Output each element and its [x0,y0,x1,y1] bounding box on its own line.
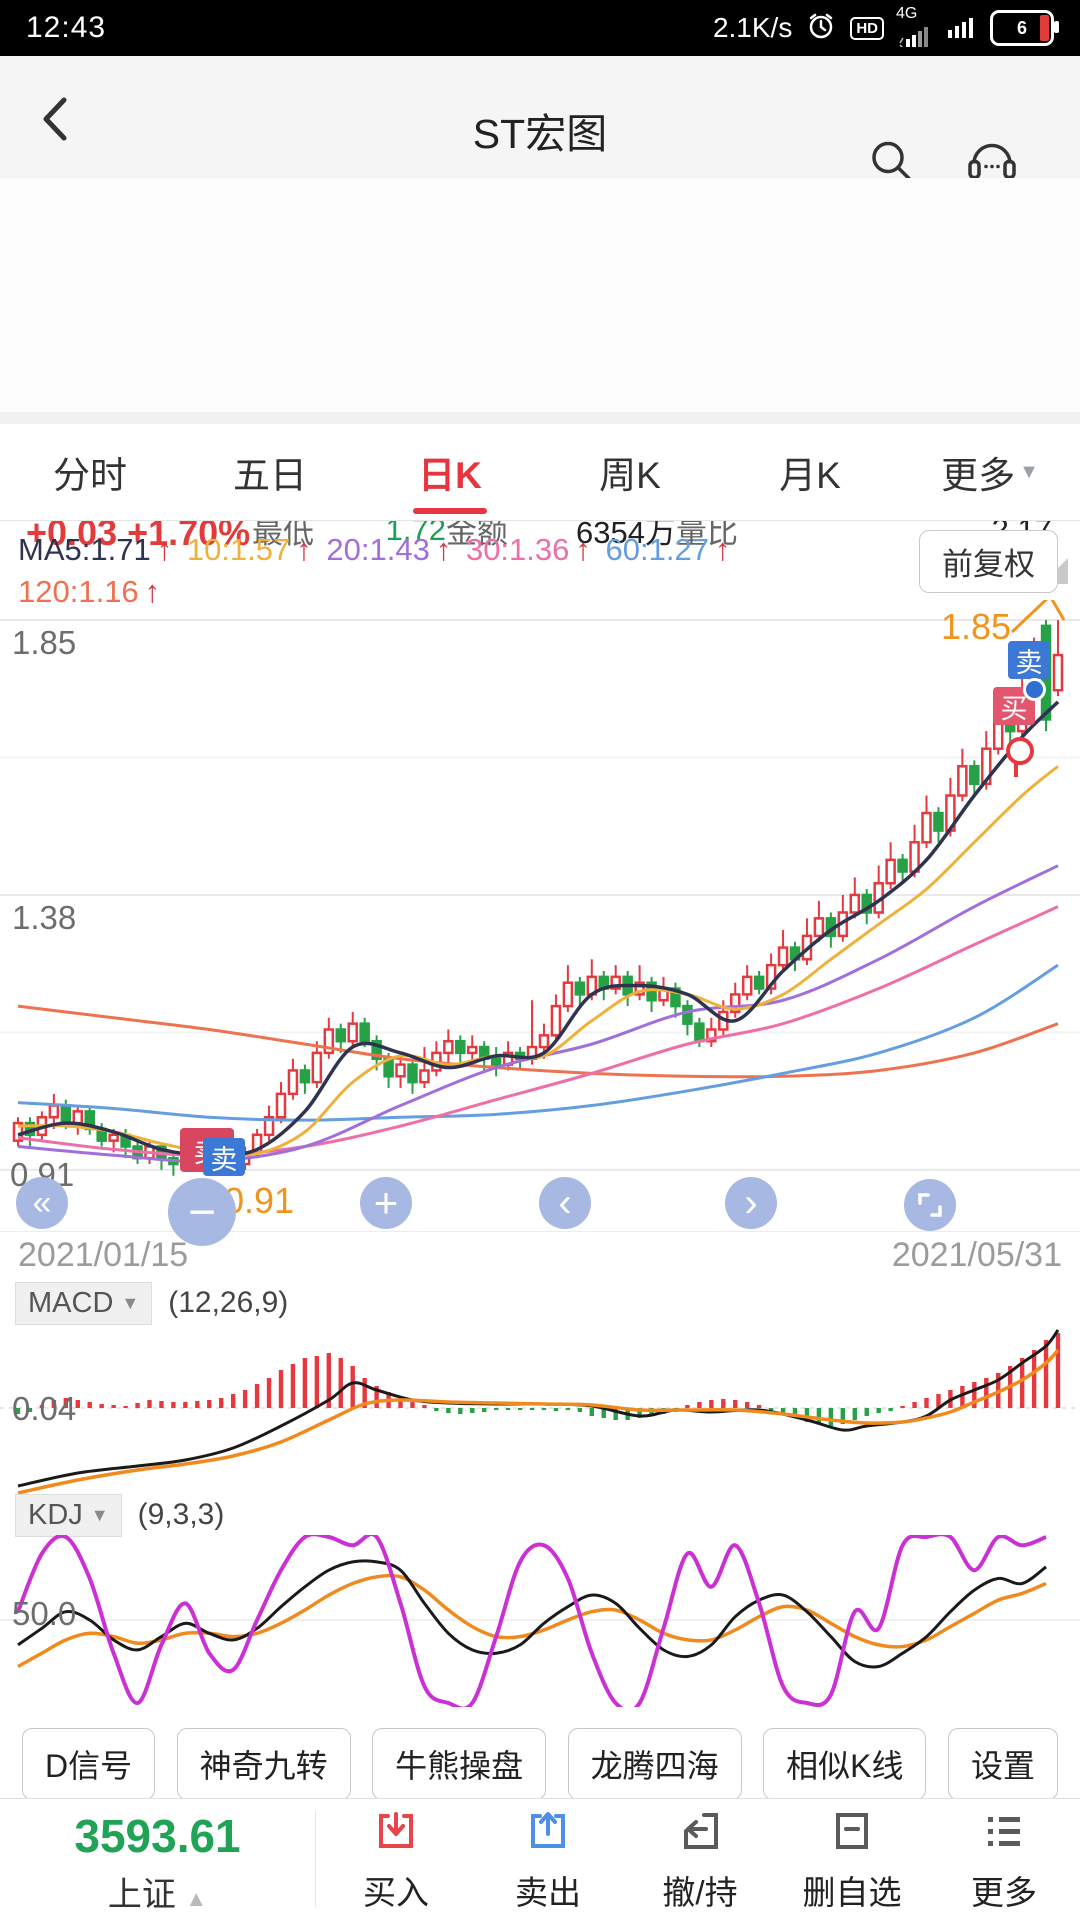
sell-signal-badge[interactable]: 卖 [203,1138,245,1176]
back-button[interactable] [34,92,78,146]
buy-icon [372,1807,420,1860]
kdj-chart[interactable] [0,1535,1080,1707]
ma20-line [17,864,1059,1163]
signal-dot [1023,678,1046,701]
bottom-action-bar: 3593.61 上证 ▲ 买入 卖出 [0,1798,1080,1920]
chevron-up-icon: ▲ [185,1886,208,1911]
sell-icon [524,1807,572,1860]
remove-watchlist-button[interactable]: 删自选 [776,1799,928,1920]
d-signal-button[interactable]: D信号 [22,1728,156,1800]
tab-weekly-k[interactable]: 周K [599,455,661,496]
index-value: 3593.61 [74,1810,241,1862]
high-annotation-line [1010,600,1066,634]
chevron-down-icon: ▼ [121,1292,140,1313]
scroll-left-fast-button[interactable]: « [16,1177,68,1229]
kdj-header: KDJ ▼ (9,3,3) [0,1492,224,1538]
tab-minute[interactable]: 分时 [53,455,127,496]
macd-chart[interactable] [0,1326,1080,1498]
cancel-hold-icon [676,1807,724,1860]
candlestick-chart[interactable] [0,600,1080,1232]
forward-adjust-button[interactable]: 前复权 [919,530,1058,593]
macd-selector[interactable]: MACD ▼ [15,1281,153,1325]
stock-title: ST宏图 [472,111,608,157]
pan-right-button[interactable]: › [725,1177,777,1229]
search-icon[interactable] [866,136,918,193]
divider [0,1231,1080,1232]
sell-signal-badge[interactable]: 卖 [1008,641,1050,679]
magic-nine-button[interactable]: 神奇九转 [176,1728,351,1800]
kdj-axis-label: 50.0 [12,1595,77,1632]
pin-marker-icon [1006,737,1034,765]
dif-line [17,1329,1060,1488]
dea-line [17,1348,1060,1495]
feature-buttons-row: D信号 神奇九转 牛熊操盘 龙腾四海 相似K线 设置 [22,1728,1058,1800]
zoom-out-button[interactable]: − [168,1178,236,1246]
settings-button[interactable]: 设置 [947,1728,1058,1800]
ma-legend-line1: MA5:1.71 ↑ 10:1.57 ↑ 20:1.43 ↑ 30:1.36 ↑ 60:… [18,532,731,567]
index-name: 上证 ▲ [107,1876,208,1914]
chevron-down-icon: ▼ [1019,460,1039,483]
chevron-down-icon: ▼ [90,1504,109,1525]
alarm-icon [806,11,836,46]
tab-monthly-k[interactable]: 月K [779,455,841,496]
sell-button[interactable]: 卖出 [472,1799,624,1920]
y-axis-label: 1.85 [12,624,77,661]
ma120-line [17,1004,1059,1079]
bull-bear-button[interactable]: 牛熊操盘 [372,1728,547,1800]
k-line [17,1559,1047,1669]
date-range: 2021/01/15 2021/05/31 [0,1236,1080,1275]
high-price-label: 1.85 [941,606,1012,647]
battery-icon: 6 [990,10,1059,46]
pin-marker-stem [1014,761,1018,777]
ma10-line [17,765,1059,1157]
period-tabs: 分时 五日 日K 周K 月K 更多 ▼ [0,424,1080,521]
dragon-button[interactable]: 龙腾四海 [567,1728,742,1800]
y-axis-label: 1.38 [12,899,77,936]
date-start: 2021/01/15 [18,1236,189,1274]
signal-icon [946,14,976,43]
ma60-line [17,963,1059,1122]
tab-more[interactable]: 更多 ▼ [941,455,1039,496]
kdj-params: (9,3,3) [137,1498,225,1531]
macd-params: (12,26,9) [168,1286,289,1319]
similar-k-button[interactable]: 相似K线 [763,1728,927,1800]
zoom-in-button[interactable]: + [360,1177,412,1229]
fullscreen-button[interactable] [904,1179,956,1231]
kdj-selector[interactable]: KDJ ▼ [15,1493,122,1537]
j-line [16,1535,1047,1707]
list-icon [980,1807,1028,1860]
index-quote[interactable]: 3593.61 上证 ▲ [0,1799,315,1920]
tab-5day[interactable]: 五日 [233,455,307,496]
clock-time: 12:43 [26,11,107,44]
minus-box-icon [828,1807,876,1860]
macd-header: MACD ▼ (12,26,9) [0,1280,288,1326]
ma30-line [17,905,1059,1157]
hd-icon: HD [850,16,884,40]
cancel-hold-button[interactable]: 撤/持 [624,1799,776,1920]
signal-4g-icon: 4G [896,5,932,47]
network-speed: 2.1K/s [712,12,793,43]
status-bar: 12:43 2.1K/s HD 4G 6 [0,0,1080,56]
quote-panel[interactable]: 1.79 +0.03 +1.70% 最高 1.85 今开 1.73 换手 3.0… [0,178,1080,584]
macd-axis-label: 0.04 [12,1390,77,1427]
pan-left-button[interactable]: ‹ [539,1177,591,1229]
ma-legend-line2: 120:1.16 ↑ [18,574,161,609]
battery-level: 6 [1016,17,1027,38]
date-end: 2021/05/31 [891,1236,1062,1274]
candles-layer [12,620,1064,1176]
title-bar: ST宏图 600122 [0,56,1080,218]
tab-daily-k[interactable]: 日K [360,424,540,520]
section-divider [0,412,1080,424]
more-button[interactable]: 更多 [928,1799,1080,1920]
divider [315,1811,316,1907]
buy-button[interactable]: 买入 [320,1799,472,1920]
